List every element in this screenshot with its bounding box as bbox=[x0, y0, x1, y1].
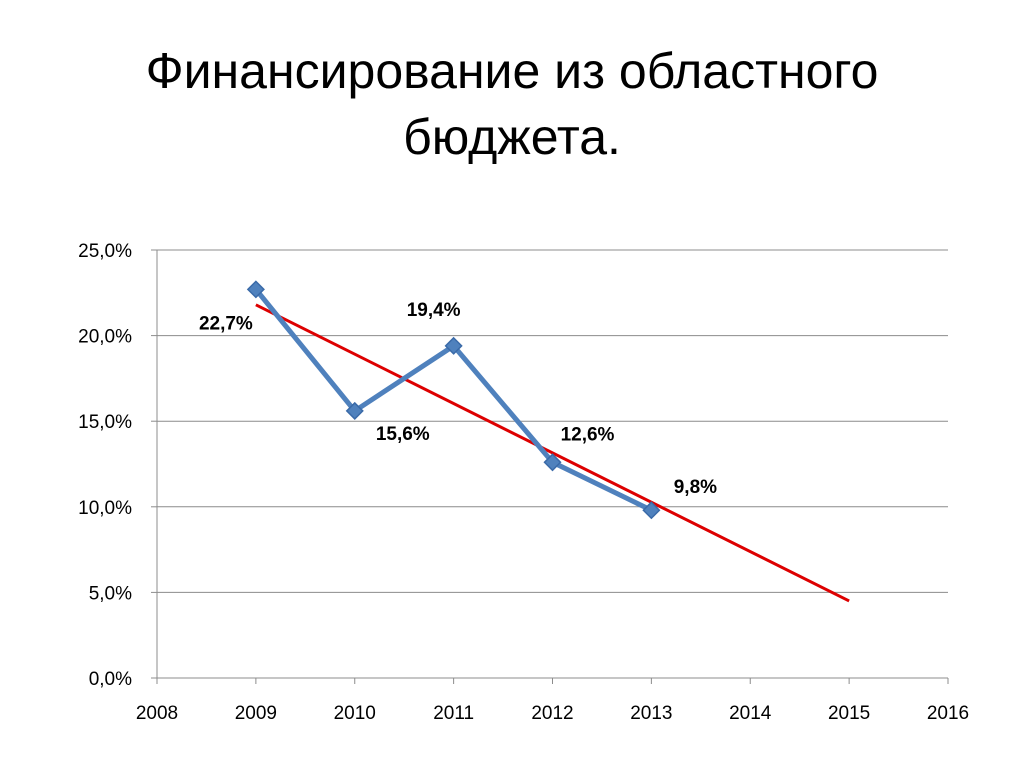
y-tick-label: 0,0% bbox=[89, 669, 132, 690]
data-label: 22,7% bbox=[199, 313, 253, 334]
y-tick-label: 20,0% bbox=[78, 327, 132, 348]
data-point-marker bbox=[543, 453, 562, 472]
data-label: 12,6% bbox=[561, 424, 615, 445]
x-tick-label: 2016 bbox=[927, 703, 969, 724]
data-label: 9,8% bbox=[674, 477, 717, 498]
title-line-2: бюджета. bbox=[403, 109, 621, 165]
y-tick-label: 5,0% bbox=[89, 583, 132, 604]
data-point-marker bbox=[444, 336, 463, 355]
x-tick-labels: 2008 2009 2010 2011 2012 2013 2014 2015 2016 bbox=[136, 703, 969, 724]
x-tick-label: 2011 bbox=[433, 703, 474, 724]
x-tick-label: 2009 bbox=[235, 703, 277, 724]
data-label: 15,6% bbox=[376, 424, 430, 445]
data-point-marker bbox=[642, 501, 661, 520]
data-point-marker bbox=[246, 280, 265, 299]
x-tick-label: 2010 bbox=[334, 703, 376, 724]
data-point-marker bbox=[345, 401, 364, 420]
x-tick-label: 2013 bbox=[630, 703, 672, 724]
series-line bbox=[253, 286, 654, 513]
slide-title: Финансирование из областного бюджета. bbox=[0, 38, 1024, 170]
x-tick-label: 2014 bbox=[729, 703, 772, 724]
data-label: 19,4% bbox=[407, 300, 461, 321]
axes bbox=[151, 249, 949, 684]
data-series bbox=[246, 280, 661, 520]
data-labels: 22,7% 15,6% 19,4% 12,6% 9,8% bbox=[199, 300, 717, 498]
x-tick-label: 2015 bbox=[828, 703, 870, 724]
y-tick-label: 10,0% bbox=[78, 498, 132, 519]
y-tick-labels: 0,0% 5,0% 10,0% 15,0% 20,0% 25,0% bbox=[78, 241, 132, 690]
trendline bbox=[255, 303, 850, 603]
gridlines bbox=[157, 249, 948, 593]
x-tick-label: 2008 bbox=[136, 703, 178, 724]
title-line-1: Финансирование из областного bbox=[145, 43, 879, 99]
x-tick-label: 2012 bbox=[531, 703, 573, 724]
y-tick-label: 15,0% bbox=[78, 412, 132, 433]
y-tick-label: 25,0% bbox=[78, 241, 132, 262]
trendline-series bbox=[255, 303, 850, 603]
